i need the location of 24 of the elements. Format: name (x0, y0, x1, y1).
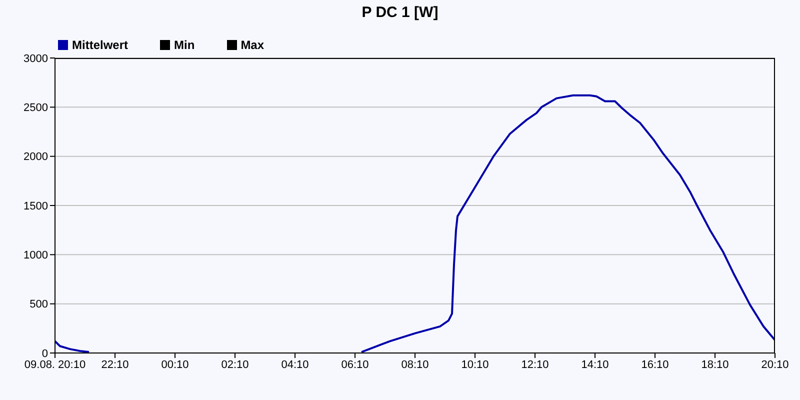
x-tick-label: 08:10 (401, 358, 429, 371)
x-tick-label: 16:10 (641, 358, 669, 371)
x-tick-label: 04:10 (281, 358, 309, 371)
x-tick-label: 10:10 (461, 358, 489, 371)
y-tick-label: 1000 (24, 250, 48, 262)
x-tick-label: 02:10 (221, 358, 249, 371)
x-tick-label: 18:10 (701, 358, 729, 371)
x-tick-label: 12:10 (521, 358, 549, 371)
y-tick-label: 2500 (24, 102, 48, 114)
legend-label: Max (240, 38, 264, 52)
legend-label: Min (174, 38, 195, 52)
y-tick-label: 1500 (24, 200, 48, 212)
y-tick-label: 500 (30, 298, 48, 311)
y-tick-label: 0 (42, 348, 48, 360)
y-tick-label: 3000 (24, 52, 48, 65)
x-tick-label: 22:10 (101, 358, 129, 371)
legend-label: Mittelwert (72, 38, 128, 52)
x-tick-label: 14:10 (581, 358, 609, 371)
x-tick-label: 06:10 (341, 358, 369, 371)
chart-title: P DC 1 [W] (360, 4, 440, 21)
x-tick-label: 00:10 (161, 358, 189, 371)
x-tick-label: 09.08. 20:10 (24, 358, 86, 371)
y-tick-label: 2000 (24, 151, 48, 164)
x-tick-label: 20:10 (761, 358, 789, 371)
